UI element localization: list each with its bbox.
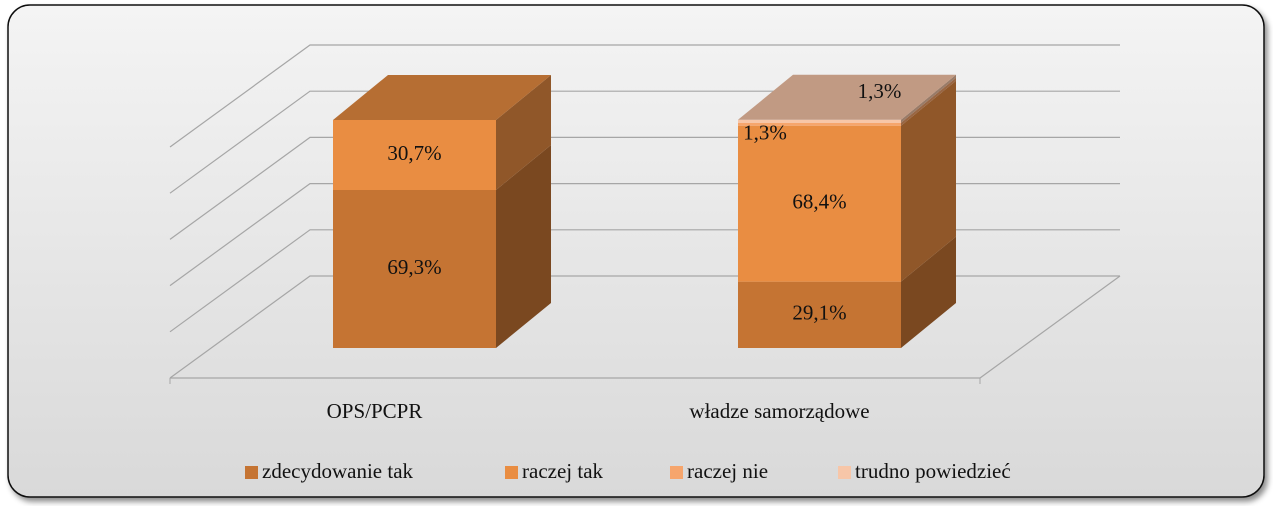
value-label: 69,3% xyxy=(387,255,441,279)
bar-side xyxy=(901,80,956,282)
value-label: 30,7% xyxy=(387,141,441,165)
bar-top xyxy=(333,75,551,120)
legend-label: raczej tak xyxy=(522,459,604,483)
x-tick-label: władze samorządowe xyxy=(689,399,869,423)
legend-swatch xyxy=(838,466,851,479)
legend-swatch xyxy=(245,466,258,479)
x-tick-label: OPS/PCPR xyxy=(327,399,423,423)
bar-side xyxy=(496,75,551,190)
bar-segment xyxy=(738,281,901,348)
legend-swatch xyxy=(505,466,518,479)
bar-side xyxy=(901,77,956,126)
bar-segment xyxy=(738,125,901,282)
bar-segment xyxy=(333,120,496,190)
grid-line xyxy=(169,44,1120,148)
legend-label: raczej nie xyxy=(687,459,768,483)
value-label: 29,1% xyxy=(792,301,846,325)
bar-side xyxy=(901,74,956,123)
value-label: 1,3% xyxy=(858,79,902,103)
frame xyxy=(7,4,1265,498)
value-label: 1,3% xyxy=(743,121,787,145)
bar-segment xyxy=(333,189,496,348)
legend-swatch xyxy=(670,466,683,479)
bar-side xyxy=(901,236,956,348)
legend-label: trudno powiedzieć xyxy=(855,459,1011,483)
bar-segment xyxy=(738,122,901,126)
value-label: 68,4% xyxy=(792,189,846,213)
legend-label: zdecydowanie tak xyxy=(262,459,414,483)
bar-segment xyxy=(738,119,901,123)
bar-side xyxy=(496,144,551,348)
bar-top xyxy=(738,74,956,120)
